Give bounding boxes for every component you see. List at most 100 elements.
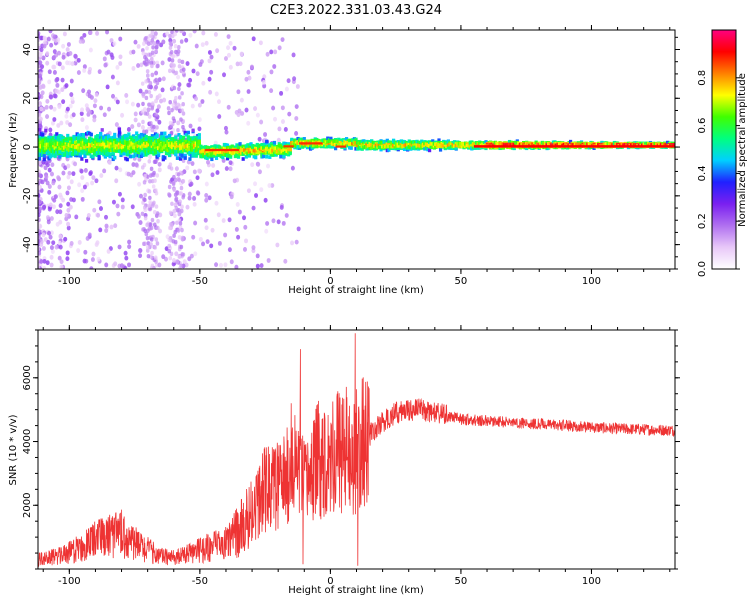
noise-column-dot (154, 204, 159, 209)
noise-column-dot (170, 30, 174, 35)
noise-dot (60, 77, 65, 83)
noise-dot (48, 30, 53, 34)
noise-dot (57, 61, 62, 67)
band-cell (265, 139, 269, 144)
noise-column-dot (148, 179, 152, 184)
noise-dot (153, 31, 158, 37)
noise-dot (55, 209, 60, 215)
noise-dot (90, 180, 95, 186)
noise-dot (54, 244, 59, 250)
band-cell (81, 135, 86, 140)
band-cell (338, 138, 342, 143)
noise-dot (49, 216, 54, 221)
noise-dot (255, 112, 260, 118)
noise-dot (215, 170, 220, 175)
noise-column-dot (141, 101, 145, 107)
noise-column-dot (176, 172, 181, 177)
noise-dot (61, 99, 66, 105)
noise-dot (197, 117, 202, 123)
noise-dot (286, 78, 291, 84)
noise-dot (160, 60, 165, 66)
noise-dot (38, 60, 43, 66)
noise-dot (239, 97, 244, 103)
noise-dot (118, 167, 123, 173)
noise-dot (49, 262, 54, 268)
noise-column-dot (150, 217, 155, 223)
noise-dot (138, 248, 143, 254)
noise-column-dot (149, 242, 153, 247)
noise-column-dot (169, 222, 174, 228)
noise-dot (80, 107, 85, 113)
noise-column-dot (172, 209, 177, 214)
noise-dot (115, 65, 120, 70)
noise-dot (120, 204, 125, 210)
noise-dot (238, 61, 243, 67)
noise-dot (87, 89, 92, 95)
noise-dot (38, 73, 42, 79)
noise-column-dot (168, 100, 173, 105)
noise-column-dot (150, 56, 154, 62)
band-cell (72, 136, 76, 141)
band-cell (197, 136, 201, 141)
noise-dot (294, 239, 299, 245)
noise-column-dot (167, 110, 171, 116)
noise-column-dot (153, 245, 158, 250)
noise-column-dot (167, 237, 172, 243)
noise-dot (226, 104, 231, 110)
noise-dot (172, 38, 177, 44)
noise-column-dot (152, 209, 157, 215)
noise-column-dot (175, 191, 179, 196)
band-cell (160, 131, 164, 136)
noise-dot (48, 202, 53, 208)
noise-dot (176, 74, 181, 80)
noise-column-dot (147, 126, 151, 131)
band-cell (214, 156, 219, 161)
noise-dot (130, 204, 135, 210)
noise-dot (201, 80, 206, 86)
band-cell (122, 151, 126, 156)
noise-column-dot (144, 89, 149, 94)
noise-dot (116, 211, 121, 217)
noise-dot (38, 199, 42, 205)
noise-dot (110, 55, 115, 60)
noise-dot (136, 63, 141, 68)
noise-dot (60, 87, 65, 93)
noise-dot (167, 57, 172, 62)
noise-dot (204, 193, 209, 198)
noise-dot (55, 82, 60, 88)
noise-dot (104, 223, 109, 229)
noise-dot (97, 199, 102, 205)
noise-dot (57, 184, 62, 190)
band-cell (243, 148, 247, 152)
band-cell (221, 155, 225, 160)
noise-column-dot (150, 127, 155, 133)
noise-column-dot (150, 203, 155, 208)
noise-column-dot (177, 64, 182, 69)
noise-dot (107, 160, 112, 166)
noise-column-dot (141, 51, 146, 56)
noise-dot (47, 79, 52, 85)
noise-dot (38, 222, 41, 228)
noise-dot (61, 54, 66, 60)
noise-column-dot (180, 227, 184, 233)
noise-dot (195, 71, 200, 77)
noise-dot (107, 106, 112, 112)
noise-dot (221, 218, 226, 223)
noise-dot (276, 219, 281, 225)
band-cell (144, 134, 148, 139)
noise-dot (57, 104, 62, 110)
noise-dot (290, 240, 295, 246)
noise-dot (91, 175, 96, 181)
band-cell (150, 134, 154, 138)
noise-column-dot (173, 31, 177, 37)
noise-dot (154, 70, 159, 76)
noise-dot (155, 108, 160, 114)
noise-dot (130, 124, 135, 129)
noise-dot (140, 124, 145, 130)
noise-column-dot (173, 44, 178, 49)
noise-dot (237, 108, 242, 114)
noise-column-dot (179, 30, 184, 34)
noise-dot (291, 52, 296, 58)
noise-column-dot (179, 263, 183, 269)
band-cell (157, 150, 161, 155)
